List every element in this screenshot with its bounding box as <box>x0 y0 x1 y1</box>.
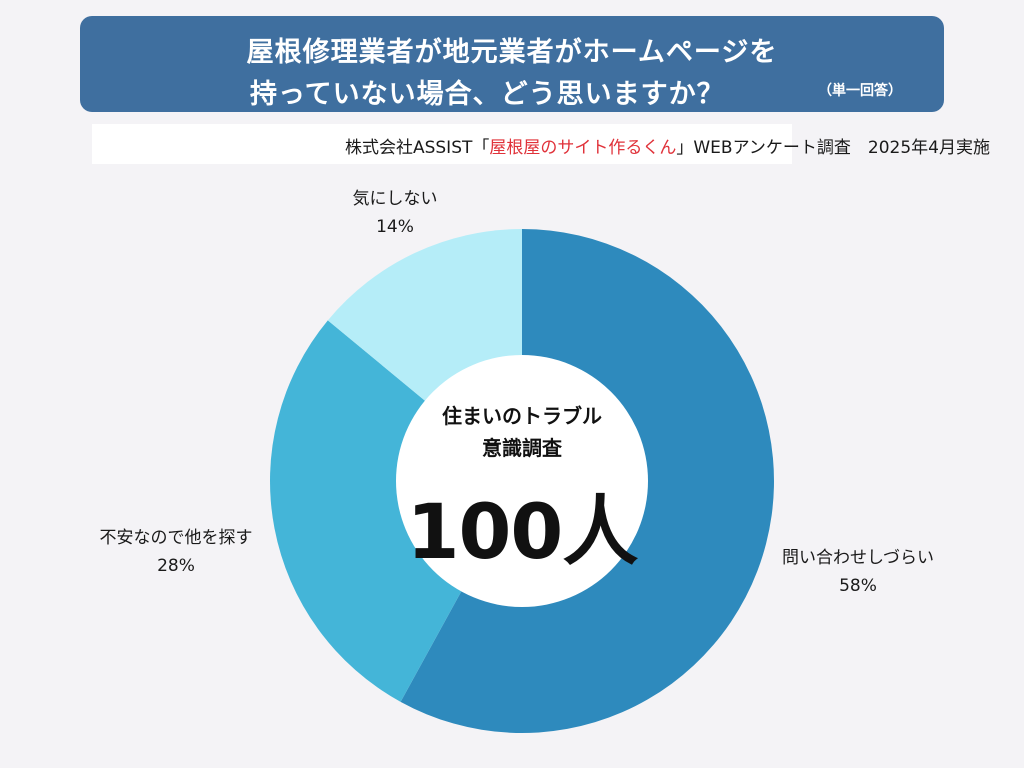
slice-category-label: 気にしない <box>352 189 438 209</box>
source-prefix: 株式会社ASSIST「 <box>344 138 490 158</box>
survey-source: 株式会社ASSIST「屋根屋のサイト作るくん」WEBアンケート調査 2025年4… <box>345 133 990 158</box>
answer-type-note: （単一回答） <box>818 83 902 99</box>
source-highlight: 屋根屋のサイト作るくん <box>489 138 677 158</box>
respondent-count: 100人 <box>406 487 639 576</box>
slice-value-label: 58% <box>839 576 877 596</box>
slice-label-0: 問い合わせしづらい 58% <box>758 544 958 600</box>
slice-category-label: 不安なので他を探す <box>99 528 253 548</box>
source-backdrop <box>92 124 792 164</box>
source-suffix: 」WEBアンケート調査 2025年4月実施 <box>676 138 990 158</box>
center-title-line2: 意識調査 <box>482 436 562 460</box>
title-banner: 屋根修理業者が地元業者がホームページを 持っていない場合、どう思いますか？ （単… <box>80 16 944 112</box>
slice-label-1: 不安なので他を探す 28% <box>78 524 274 580</box>
slice-value-label: 28% <box>157 556 195 576</box>
pie-slice-1 <box>270 320 522 702</box>
chart-title-line2: 持っていない場合、どう思いますか？ <box>250 79 725 110</box>
chart-title-line1: 屋根修理業者が地元業者がホームページを <box>246 37 778 68</box>
donut-hole <box>396 355 648 607</box>
slice-value-label: 14% <box>376 217 414 237</box>
center-title-line1: 住まいのトラブル <box>442 404 602 428</box>
slice-label-2: 気にしない 14% <box>300 185 490 241</box>
slice-category-label: 問い合わせしづらい <box>782 548 934 568</box>
